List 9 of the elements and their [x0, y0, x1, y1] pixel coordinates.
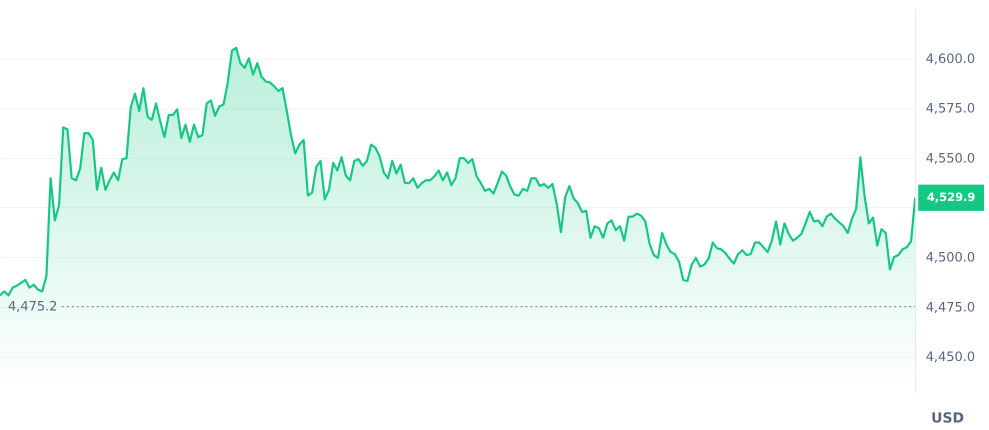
ref-line-label: 4,475.2: [8, 300, 58, 315]
text: 4,529.9: [926, 190, 976, 204]
y-tick-label: 4,600.0: [926, 52, 976, 67]
y-tick-label: 4,550.0: [926, 151, 976, 166]
y-axis-title: USD: [931, 410, 964, 426]
y-tick-label: 4,475.0: [926, 300, 976, 316]
y-tick-label: 4,450.0: [926, 350, 976, 366]
y-tick-label: 4,500.0: [926, 250, 976, 266]
y-tick-label: 4,575.0: [926, 102, 976, 117]
